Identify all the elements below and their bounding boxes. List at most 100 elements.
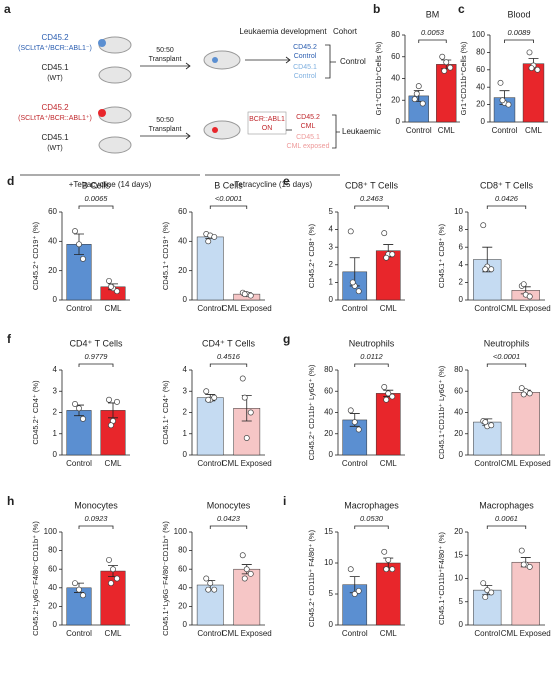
y-tick-label: 80: [178, 546, 187, 555]
y-axis-label: CD45.1⁺Ly6G⁻F4/80⁻CD11b⁺ (%): [161, 521, 170, 636]
data-point: [488, 589, 495, 596]
x-tick-label: Control: [342, 629, 368, 638]
data-point: [528, 65, 535, 72]
data-point: [415, 83, 422, 90]
data-point: [355, 587, 362, 594]
y-tick-label: 20: [454, 527, 463, 536]
data-point: [239, 375, 246, 382]
data-point: [76, 241, 82, 248]
data-point: [480, 580, 487, 587]
p-value: 0.0426: [495, 194, 519, 203]
chart-title: Monocytes: [74, 500, 118, 510]
bar: [66, 410, 92, 456]
significance-bracket: [354, 363, 389, 367]
bar: [522, 63, 545, 123]
x-tick-label: Control: [197, 459, 223, 468]
chart-title: CD8⁺ T Cells: [480, 180, 533, 190]
chart-title: Neutrophils: [484, 338, 530, 348]
y-tick-label: 60: [178, 207, 187, 216]
cohort-label: CD45.2: [293, 44, 317, 51]
data-point: [385, 556, 392, 563]
data-point: [347, 566, 354, 573]
data-point: [239, 552, 246, 559]
y-tick-label: 20: [324, 429, 333, 438]
mouse: [98, 36, 132, 54]
donor: CD45.1: [41, 133, 69, 142]
y-tick-label: 100: [44, 527, 58, 536]
y-tick-label: 3: [329, 242, 334, 251]
data-point: [349, 279, 356, 286]
y-axis-label: CD45.2⁺ CD19⁺ (%): [31, 221, 40, 290]
bar: [375, 393, 401, 456]
data-point: [205, 396, 212, 403]
data-point: [114, 575, 120, 582]
cohort-label: Control: [294, 73, 317, 80]
induction: BCR::ABL1: [249, 116, 285, 123]
x-tick-label: Control: [197, 629, 223, 638]
y-tick-label: 40: [178, 236, 187, 245]
bar: [100, 570, 126, 626]
chart-title: BM: [426, 9, 440, 19]
data-point: [110, 566, 116, 573]
data-point: [443, 59, 450, 66]
x-tick-label: CML Exposed: [222, 459, 272, 468]
y-axis-label: CD45.2⁺ CD4⁺ (%): [31, 380, 40, 445]
data-point: [413, 90, 420, 97]
y-axis-label: CD45.1⁺ CD4⁺ (%): [161, 380, 170, 445]
x-tick-label: CML Exposed: [222, 629, 272, 638]
y-tick-label: 100: [472, 30, 486, 39]
cohort-label: CD45.1: [296, 134, 320, 141]
data-point: [351, 419, 358, 426]
x-tick-label: Control: [66, 629, 92, 638]
tet-label: +Tetracycline (14 days): [69, 180, 152, 189]
chart-title: Macrophages: [479, 500, 534, 510]
data-point: [499, 97, 506, 104]
y-tick-label: 0: [459, 295, 464, 304]
significance-bracket: [486, 525, 527, 529]
induction-box: [247, 111, 287, 135]
data-point: [203, 575, 210, 582]
x-tick-label: Control: [474, 629, 500, 638]
y-tick-label: 1: [329, 278, 334, 287]
data-point: [207, 580, 214, 587]
chart-title: B Cells: [214, 180, 243, 190]
data-point: [203, 388, 210, 395]
data-point: [108, 422, 114, 429]
data-point: [526, 293, 533, 300]
data-point: [520, 561, 527, 568]
y-tick-label: 80: [391, 30, 400, 39]
y-tick-label: 15: [454, 550, 463, 559]
data-point: [355, 426, 362, 433]
data-point: [80, 592, 86, 599]
y-tick-label: 4: [183, 365, 188, 374]
panel-letter: f: [7, 332, 12, 346]
panel-letter: a: [4, 2, 11, 16]
data-point: [72, 580, 78, 587]
x-tick-label: Control: [474, 459, 500, 468]
cohort: Leukaemic: [342, 127, 381, 136]
data-point: [520, 281, 527, 288]
y-tick-label: 20: [178, 266, 187, 275]
y-tick-label: 0: [329, 295, 334, 304]
y-tick-label: 40: [178, 583, 187, 592]
p-value: 0.2463: [360, 194, 384, 203]
data-point: [355, 288, 362, 295]
significance-bracket: [78, 205, 114, 209]
y-axis-label: CD45.1⁺CD11b⁺ Ly6G⁺ (%): [437, 365, 446, 459]
y-tick-label: 60: [48, 564, 57, 573]
y-tick-label: 2: [183, 408, 188, 417]
significance-bracket: [209, 363, 248, 367]
data-point: [439, 53, 446, 60]
data-point: [247, 409, 254, 416]
genotype: (SCLtTA⁺/BCR::ABL1⁺): [18, 115, 92, 122]
y-tick-label: 1: [183, 429, 188, 438]
data-point: [482, 266, 489, 273]
data-point: [389, 566, 396, 573]
y-tick-label: 4: [459, 260, 464, 269]
y-tick-label: 2: [459, 278, 464, 287]
y-tick-label: 40: [48, 583, 57, 592]
data-point: [497, 79, 504, 86]
data-point: [389, 393, 396, 400]
x-tick-label: Control: [342, 459, 368, 468]
data-point: [108, 580, 114, 587]
